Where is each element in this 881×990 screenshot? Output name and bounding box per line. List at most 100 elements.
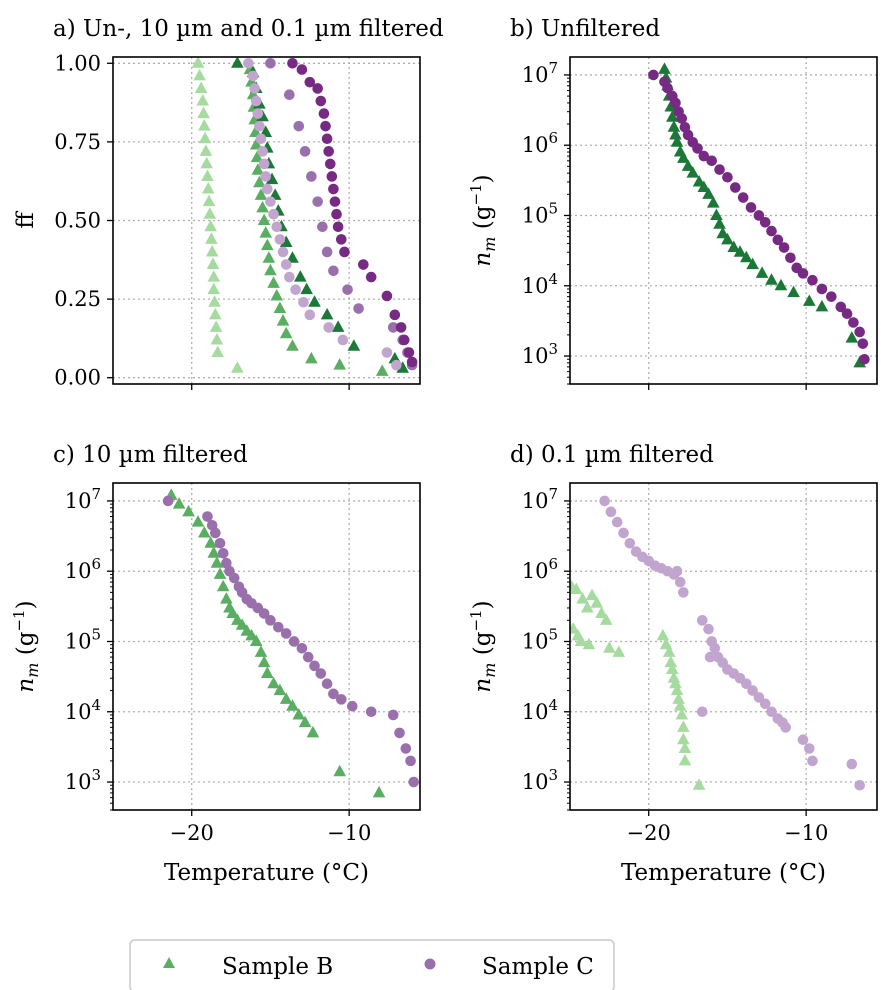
point-c-10m [288,636,300,647]
point-c-10m [408,776,420,788]
x-axis-label: Temperature (°C) [164,860,369,886]
point-c-10m [342,284,353,295]
point-b-10m [279,692,293,704]
point-c-01m [807,755,818,767]
point-c-unfiltered [745,202,757,213]
point-b-01m [570,582,583,594]
point-b-01m [590,596,604,608]
point-c-unfiltered [841,308,853,320]
point-c-unfiltered [766,225,777,237]
point-c-01m [678,587,689,598]
point-b-10m [213,567,227,579]
point-c-10m [302,651,314,663]
point-b-unfiltered [347,339,361,351]
point-b-unfiltered [308,295,321,307]
point-b-unfiltered [740,250,753,263]
point-b-01m [670,683,684,696]
point-b-unfiltered [300,282,313,295]
point-b-10m [333,358,347,370]
point-b-01m [675,707,689,720]
point-b-10m [375,364,389,376]
y-tick-label: 103 [65,766,101,794]
point-c-unfiltered [662,82,673,94]
point-b-10m [267,676,280,689]
point-c-01m [846,758,858,770]
point-c-01m [265,196,276,207]
point-b-10m [254,188,268,200]
point-b-10m [172,497,186,509]
panel-title-a: a) Un-, 10 µm and 0.1 µm filtered [53,16,444,42]
point-c-10m [296,642,308,654]
point-c-unfiltered [785,252,796,264]
point-b-unfiltered [686,166,700,178]
point-c-01m [674,576,686,588]
point-c-unfiltered [648,69,659,81]
y-tick-label: 0.25 [54,287,101,311]
y-tick-label: 0.00 [54,366,101,390]
point-c-unfiltered [698,150,710,162]
point-c-unfiltered [854,326,865,338]
point-c-10m [387,709,399,721]
data-marks [648,62,870,368]
point-b-unfiltered [286,251,299,263]
point-b-10m [273,301,287,314]
axes-frame [569,56,878,385]
point-c-01m [254,120,265,132]
point-c-01m [759,698,771,710]
point-c-01m [298,296,309,308]
point-b-01m [211,345,224,358]
point-c-10m [353,303,364,314]
point-c-01m [611,516,623,528]
point-b-10m [210,556,224,568]
y-tick-label: 104 [65,696,101,724]
point-c-01m [271,221,283,233]
point-c-unfiltered [722,171,733,183]
point-b-10m [220,592,233,604]
point-b-10m [253,175,266,188]
point-c-01m [290,284,301,295]
point-b-10m [333,764,347,777]
point-c-01m [766,706,777,718]
point-b-01m [662,645,676,657]
x-tick-label: −20 [627,821,671,845]
point-b-10m [259,226,273,238]
panel-title-b: b) Unfiltered [510,16,660,42]
y-axis-label: ff [13,211,39,229]
point-b-01m [672,692,685,704]
point-b-01m [207,270,221,282]
point-b-10m [254,645,268,657]
point-b-10m [256,200,269,213]
point-c-01m [249,83,260,94]
point-c-unfiltered [315,95,327,107]
point-c-01m [704,651,716,663]
point-b-unfiltered [765,273,778,285]
point-c-01m [703,623,714,635]
point-b-unfiltered [815,299,829,312]
point-b-01m [191,57,205,68]
x-tick-label: −10 [327,821,371,845]
point-b-01m [198,119,211,131]
point-b-unfiltered [803,294,816,306]
point-c-10m [265,57,276,69]
point-c-01m [599,495,610,507]
point-c-01m [323,322,334,333]
point-b-unfiltered [279,235,293,248]
point-c-unfiltered [406,356,418,368]
point-b-10m [298,715,312,728]
point-c-01m [671,565,683,577]
point-b-10m [257,655,271,668]
point-b-01m [692,778,706,790]
point-c-01m [804,743,815,754]
point-b-unfiltered [320,307,334,320]
point-b-01m [193,68,206,81]
x-tick-label: −10 [784,821,828,845]
point-b-01m [201,182,215,194]
point-c-10m [400,743,412,754]
point-c-unfiltered [737,192,749,203]
point-c-unfiltered [312,83,323,94]
y-tick-label: 107 [522,485,558,513]
point-b-unfiltered [787,285,800,298]
point-b-unfiltered [746,257,759,270]
data-marks [570,495,865,791]
point-b-01m [673,699,687,711]
